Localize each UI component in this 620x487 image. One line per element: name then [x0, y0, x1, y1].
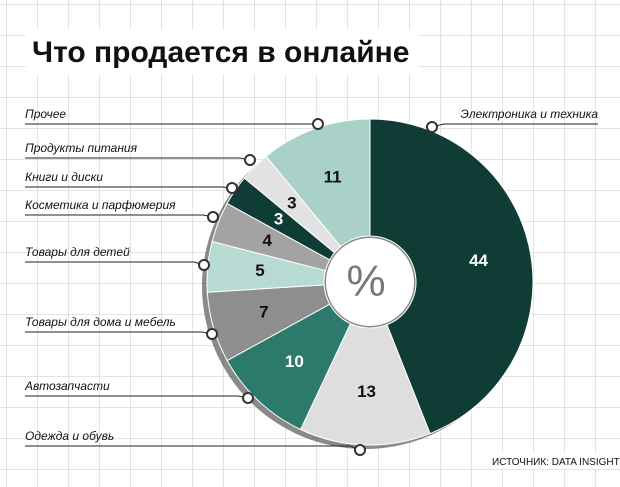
title-box: [26, 30, 418, 74]
pie-slice: [299, 322, 431, 446]
category-label: Одежда и обувь: [25, 429, 114, 443]
category-label: Электроника и техника: [461, 107, 599, 121]
leader-dot: [312, 118, 324, 130]
value-label: 3: [274, 209, 283, 228]
leader-dot: [206, 328, 218, 340]
value-label: 3: [287, 193, 296, 212]
category-label: Продукты питания: [25, 141, 138, 155]
source-box: [488, 453, 606, 469]
leader-dot: [426, 121, 438, 133]
category-label: Косметика и парфюмерия: [25, 198, 176, 212]
value-label: 5: [255, 261, 264, 280]
value-label: 4: [263, 231, 273, 250]
category-label: Товары для детей: [25, 245, 130, 259]
source: ИСТОЧНИК: DATA INSIGHT: [492, 457, 620, 468]
chart-title: Что продается в онлайне: [32, 36, 409, 69]
value-label: 10: [285, 352, 304, 371]
leader-dot: [207, 211, 219, 223]
pie-slice: [265, 118, 371, 248]
leader-dot: [244, 154, 256, 166]
category-label: Автозапчасти: [24, 379, 110, 393]
leader-dot: [242, 392, 254, 404]
leader-dot: [198, 259, 210, 271]
value-label: 13: [357, 382, 376, 401]
category-label: Книги и диски: [25, 170, 103, 184]
value-label: 7: [259, 302, 268, 321]
center-hole: [326, 238, 414, 326]
leader-dot: [226, 182, 238, 194]
center-label: %: [346, 257, 385, 306]
category-label: Прочее: [25, 107, 66, 121]
pie-slice: [369, 118, 534, 435]
leader-dot: [354, 444, 366, 456]
value-label: 11: [324, 168, 342, 187]
value-label: 44: [469, 251, 488, 270]
category-label: Товары для дома и мебель: [25, 315, 176, 329]
